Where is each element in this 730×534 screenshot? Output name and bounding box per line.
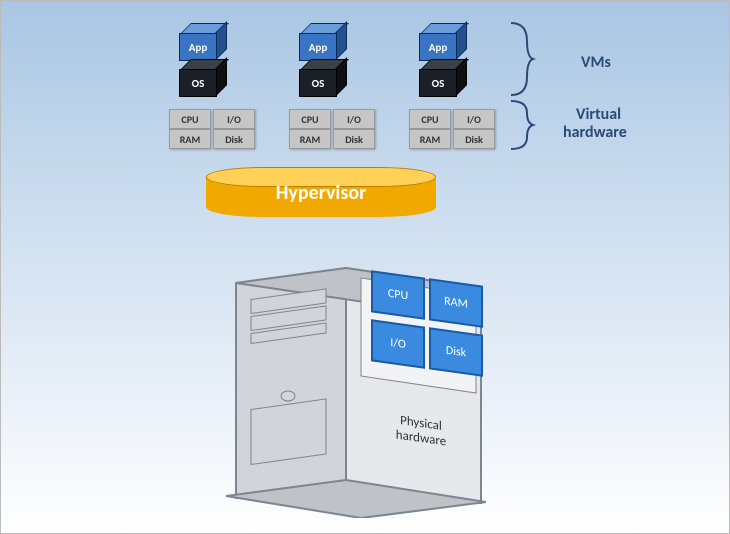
hypervisor-label: Hypervisor: [206, 181, 436, 205]
vhw-chip-cpu: CPU: [169, 109, 211, 129]
app-cube: App: [299, 23, 341, 59]
vhw-chip-cpu: CPU: [289, 109, 331, 129]
hw-chip-ram: RAM: [429, 278, 483, 328]
brace: [511, 23, 527, 100]
label-virtual: Virtual: [576, 105, 621, 124]
vhw-chip-io: I/O: [453, 109, 495, 129]
hw-chip-disk: Disk: [429, 327, 483, 377]
vhw-chip-io: I/O: [213, 109, 255, 129]
os-cube: OS: [419, 59, 461, 95]
app-cube-label: App: [179, 33, 217, 61]
vhw-chip-disk: Disk: [333, 129, 375, 149]
label-hardware: hardware: [563, 123, 627, 142]
vhw-chip-disk: Disk: [213, 129, 255, 149]
vhw-chip-ram: RAM: [289, 129, 331, 149]
os-cube: OS: [179, 59, 221, 95]
vhw-chip-io: I/O: [333, 109, 375, 129]
hw-chip-io: I/O: [371, 319, 425, 369]
app-cube-label: App: [419, 33, 457, 61]
os-cube-label: OS: [419, 69, 457, 97]
vhw-chip-ram: RAM: [409, 129, 451, 149]
hw-chip-cpu: CPU: [371, 270, 425, 320]
app-cube: App: [179, 23, 221, 59]
vhw-chip-cpu: CPU: [409, 109, 451, 129]
brace: [511, 101, 527, 154]
os-cube-label: OS: [179, 69, 217, 97]
hypervisor-cylinder: Hypervisor: [206, 167, 436, 217]
vhw-chip-ram: RAM: [169, 129, 211, 149]
diagram-canvas: AppOSAppOSAppOSCPUI/ORAMDiskCPUI/ORAMDis…: [0, 0, 730, 534]
app-cube-label: App: [299, 33, 337, 61]
os-cube: OS: [299, 59, 341, 95]
app-cube: App: [419, 23, 461, 59]
label-vms: VMs: [581, 53, 611, 72]
os-cube-label: OS: [299, 69, 337, 97]
vhw-chip-disk: Disk: [453, 129, 495, 149]
